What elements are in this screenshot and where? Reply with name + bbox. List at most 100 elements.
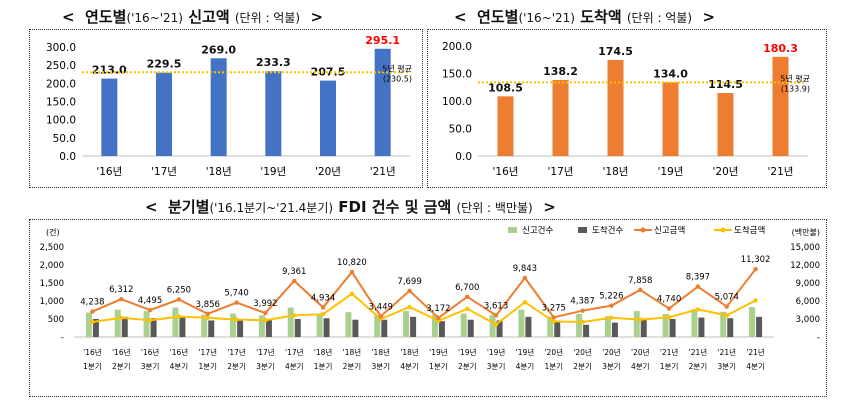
x-tick-year: '17년 [285,347,304,357]
title-range: ('16.1분기~'21.4분기) [209,201,334,215]
bar [265,71,282,156]
bar-report-count [460,313,467,337]
value-label: 269.0 [201,43,236,56]
report-chart-box: 0.0 50.0 100.0 150.0 200.0 250.0 300.0 213.0 '16… [29,29,423,188]
title-metric: 신고액 [188,8,230,26]
title-unit: (단위 : 억불) [234,11,301,25]
bar-arrival-count [294,319,301,337]
data-label-report-amount: 5,740 [224,289,248,299]
x-tick-quarter: 4분기 [516,362,535,371]
bar [374,48,391,156]
bar-arrival-count [323,318,330,337]
bar-arrival-count [496,320,503,337]
x-tick-quarter: 3분기 [602,362,621,371]
data-label-report-amount: 5,074 [715,293,739,303]
point-arrival-amount [292,313,297,318]
right-tick-label: 15,000 [790,243,820,253]
left-tick-label: 2,000 [40,261,64,271]
right-tick-label: 3,000 [796,315,820,325]
x-tick-quarter: 4분기 [400,362,419,371]
data-label-report-amount: 4,740 [657,295,681,305]
data-label-report-amount: 6,312 [109,285,133,295]
title-main: 연도별 [477,8,519,26]
bar-report-count [720,311,727,337]
bar-arrival-count [467,319,474,337]
line-arrival-amount [92,292,757,326]
bar [772,56,789,156]
x-tick-label: '19년 [658,166,684,178]
point-arrival-amount [609,315,614,320]
title-close-bracket: > [702,8,716,26]
x-tick-quarter: 2분기 [112,362,131,371]
title-close-bracket: > [310,8,324,26]
average-label: 5년 평균 [780,73,810,83]
point-report-amount [666,306,672,311]
bar-report-count [316,313,323,337]
x-tick-label: '19년 [260,166,286,178]
bar-arrival-count [179,316,186,337]
y-tick-label: 200.0 [46,78,76,90]
x-tick-quarter: 4분기 [285,362,304,371]
bar-report-count [201,314,208,337]
x-tick-quarter: 3분기 [487,362,506,371]
point-arrival-amount [147,318,153,323]
point-report-amount [753,266,758,272]
bar-arrival-count [756,316,763,337]
bar-arrival-count [727,318,734,337]
point-arrival-amount [320,312,326,317]
arrival-chart: 0.0 50.0 100.0 150.0 200.0 108.5 '16년 138.2 '17년… [442,41,810,178]
legend-label: 도착건수 [592,225,623,236]
point-report-amount [638,287,643,293]
right-tick-label: 12,000 [790,261,820,271]
legend-swatch [578,227,587,233]
bar-arrival-count [208,320,215,337]
bar-arrival-count [525,316,532,337]
title-range: ('16~'21) [126,11,183,25]
bar-arrival-count [150,318,157,337]
bar-arrival-count [438,321,445,337]
value-label: 134.0 [653,67,688,80]
title-unit: (단위 : 억불) [626,11,693,25]
data-label-report-amount: 4,238 [80,298,104,308]
y-tick-label: 150.0 [46,97,76,109]
x-tick-quarter: 1분기 [544,362,563,371]
x-tick-year: '16년 [170,347,189,357]
value-label: 174.5 [598,45,633,58]
y-tick-label: 300.0 [46,42,76,54]
point-report-amount [580,308,585,313]
bar [210,58,227,156]
bar-arrival-count [554,321,561,337]
right-tick-label: - [817,333,820,343]
point-arrival-amount [522,300,528,305]
point-report-amount [724,304,729,309]
x-tick-year: '18년 [343,347,362,357]
x-tick-year: '18년 [400,347,419,357]
point-report-amount [349,269,355,275]
bar-arrival-count [381,319,388,337]
value-label: 229.5 [147,58,182,71]
bar-arrival-count [640,319,647,337]
data-label-report-amount: 4,934 [311,293,335,303]
bar-report-count [749,307,756,337]
point-report-amount [522,275,528,281]
x-tick-quarter: 2분기 [343,362,362,371]
data-label-report-amount: 3,992 [253,299,277,309]
x-tick-year: '18년 [314,347,333,357]
point-arrival-amount [234,317,239,322]
y-tick-label: 100.0 [46,115,76,127]
bar-report-count [489,314,496,337]
y-tick-label: 50.0 [53,133,76,145]
x-tick-quarter: 1분기 [429,362,448,371]
point-report-amount [263,310,268,316]
bar [717,93,734,156]
bar [156,72,172,156]
x-tick-quarter: 3분기 [717,362,736,371]
point-report-amount [176,297,182,302]
bar-report-count [431,314,438,337]
point-report-amount [234,300,239,305]
title-open-bracket: < [454,8,467,26]
point-arrival-amount [349,291,355,296]
x-tick-label: '20년 [713,166,739,178]
data-label-report-amount: 4,495 [138,296,162,306]
y-tick-label: 50.0 [449,124,472,136]
